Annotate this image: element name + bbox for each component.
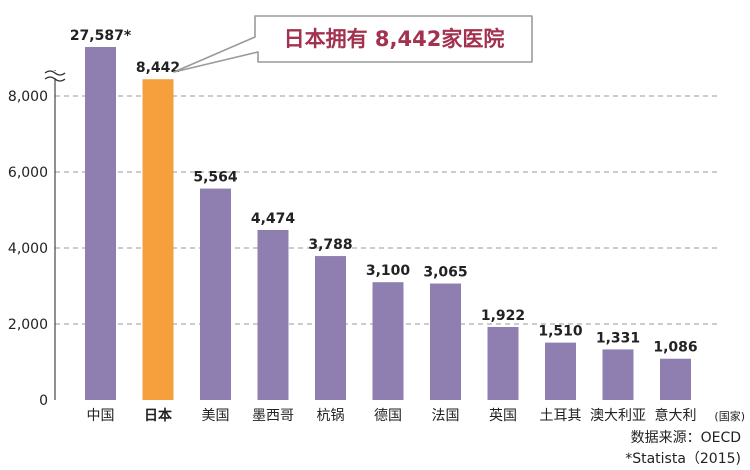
x-tick-label: 日本 — [144, 407, 173, 424]
y-tick-label: 0 — [39, 393, 48, 409]
data-label-3: 5,564 — [193, 170, 238, 186]
data-label-9: 1,510 — [538, 324, 583, 340]
callout-text: 日本拥有 8,442家医院 — [284, 27, 505, 51]
bar-5 — [315, 256, 346, 400]
bar-3 — [200, 188, 231, 400]
x-tick-label: 美国 — [202, 408, 230, 424]
y-tick-label: 6,000 — [8, 165, 48, 181]
bar-10 — [602, 349, 634, 400]
bar-8 — [487, 326, 519, 400]
data-label-6: 3,100 — [366, 263, 411, 279]
source-note: *Statista（2015) — [625, 451, 741, 467]
x-tick-label: 土耳其 — [540, 408, 582, 424]
source-note: 数据来源：OECD — [631, 430, 741, 446]
y-tick-label: 8,000 — [8, 89, 48, 105]
y-tick-label: 4,000 — [8, 241, 48, 257]
axis-break-mark — [44, 76, 66, 82]
bar-6 — [372, 282, 404, 400]
x-tick-label: 杭锅 — [317, 408, 345, 424]
x-unit-label: (国家) — [714, 409, 745, 423]
x-tick-label: 德国 — [374, 408, 402, 424]
callout-box — [173, 15, 533, 73]
x-tick-label: 意大利 — [655, 407, 697, 424]
x-tick-label: 中国 — [87, 408, 115, 424]
data-label-8: 1,922 — [481, 308, 525, 324]
data-label-10: 1,331 — [596, 330, 640, 346]
data-label-2: 8,442 — [136, 60, 180, 76]
x-tick-label: 澳大利亚 — [590, 408, 646, 424]
data-label-1: 27,587* — [70, 28, 132, 44]
x-tick-label: 墨西哥 — [252, 408, 294, 424]
axis-break-gap — [47, 71, 63, 78]
x-tick-label: 英国 — [489, 407, 517, 424]
bar-4 — [257, 229, 289, 400]
bar-9 — [545, 342, 576, 400]
data-label-4: 4,474 — [251, 211, 296, 227]
bar-11 — [660, 358, 691, 400]
bar-2 — [142, 79, 174, 400]
data-label-7: 3,065 — [423, 265, 467, 281]
data-label-5: 3,788 — [308, 237, 352, 253]
bar-7 — [430, 283, 461, 400]
data-label-11: 1,086 — [653, 340, 697, 356]
y-tick-label: 2,000 — [8, 317, 48, 333]
x-tick-label: 法国 — [432, 408, 460, 424]
axis-break-mark — [44, 70, 66, 76]
bar-1 — [85, 47, 116, 400]
